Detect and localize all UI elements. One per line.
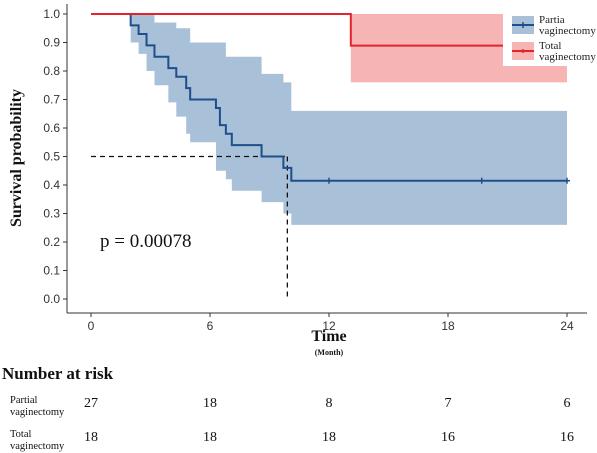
risk-count: 6 <box>563 396 571 411</box>
risk-count: 18 <box>84 430 98 445</box>
y-tick-label: 0.5 <box>43 150 60 164</box>
censor-mark <box>478 177 485 184</box>
x-axis-title: Time <box>311 328 346 345</box>
legend-label-2: Total <box>539 40 561 52</box>
censor-mark <box>564 177 570 184</box>
legend-label-1: Partia <box>539 14 565 26</box>
risk-row-label-line: Total <box>10 429 32 440</box>
survival-curves <box>91 13 570 299</box>
risk-row-label-line: Partial <box>10 395 38 406</box>
x-tick-label: 6 <box>207 319 214 333</box>
risk-count: 18 <box>322 430 336 445</box>
axes: 0.0 0.1 0.2 0.3 0.4 0.5 0.6 0.7 0.8 0.9 1.0 0 6 12 18 2… <box>43 4 587 333</box>
risk-count: 16 <box>441 430 455 445</box>
risk-count: 7 <box>444 396 452 411</box>
y-tick-label: 1.0 <box>43 7 60 21</box>
risk-table-title: Number at risk <box>2 364 114 383</box>
legend-label-1: vaginectomy <box>539 25 596 37</box>
risk-count: 27 <box>84 396 98 411</box>
y-axis-title: Survival probability <box>8 89 25 227</box>
km-plot: 0.0 0.1 0.2 0.3 0.4 0.5 0.6 0.7 0.8 0.9 1.0 0 6 12 18 2… <box>8 4 596 357</box>
survival-curve-2 <box>91 13 567 47</box>
y-tick-label: 0.0 <box>43 292 60 306</box>
risk-row-label: Partial vaginectomy <box>10 395 100 419</box>
y-tick-label: 0.7 <box>43 93 60 107</box>
x-tick-label: 24 <box>560 319 574 333</box>
survival-curve-1 <box>91 13 567 182</box>
ci-band-1 <box>91 14 567 225</box>
x-axis-unit: (Month) <box>315 348 344 357</box>
risk-row-label: Total vaginectomy <box>10 429 100 453</box>
p-value: p = 0.00078 <box>100 231 191 252</box>
legend-point-mark <box>521 49 525 53</box>
risk-count: 18 <box>203 430 217 445</box>
y-tick-label: 0.1 <box>43 264 60 278</box>
y-tick-label: 0.4 <box>43 178 60 192</box>
legend-label-2: vaginectomy <box>539 51 596 63</box>
risk-count: 16 <box>560 430 574 445</box>
y-tick-label: 0.2 <box>43 235 60 249</box>
x-tick-label: 18 <box>441 319 455 333</box>
risk-count: 18 <box>203 396 217 411</box>
risk-row-label-line: vaginectomy <box>10 441 65 452</box>
y-tick-label: 0.9 <box>43 36 60 50</box>
y-tick-label: 0.3 <box>43 207 60 221</box>
risk-row-label-line: vaginectomy <box>10 407 65 418</box>
x-tick-label: 0 <box>88 319 95 333</box>
y-tick-label: 0.8 <box>43 64 60 78</box>
x-tick-label: 12 <box>322 319 336 333</box>
risk-count: 8 <box>325 396 333 411</box>
y-tick-label: 0.6 <box>43 121 60 135</box>
censor-mark <box>326 177 332 184</box>
